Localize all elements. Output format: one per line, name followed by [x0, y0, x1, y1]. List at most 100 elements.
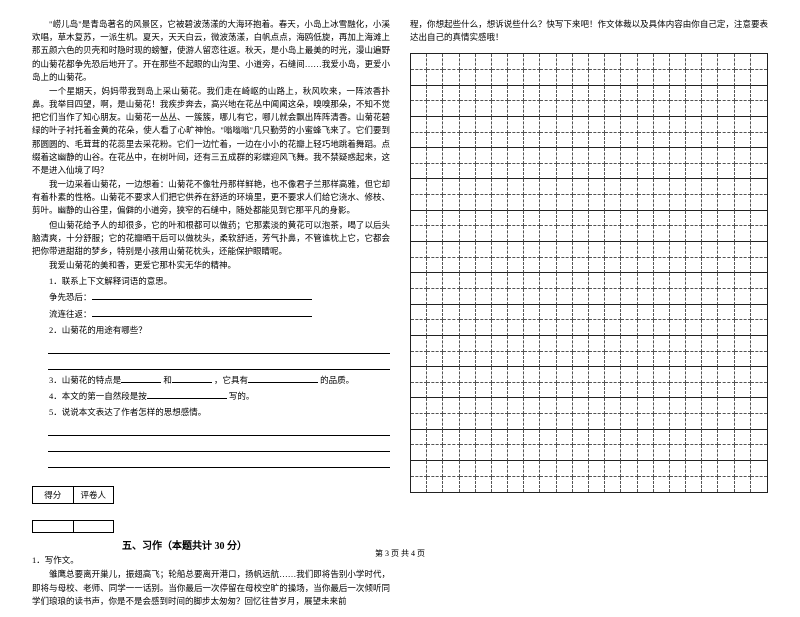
grid-cell[interactable] [508, 258, 524, 274]
grid-cell[interactable] [427, 242, 443, 258]
grid-cell[interactable] [702, 54, 718, 70]
grid-cell[interactable] [621, 242, 637, 258]
grid-cell[interactable] [476, 54, 492, 70]
grid-cell[interactable] [427, 352, 443, 368]
q2-line1[interactable] [48, 340, 390, 354]
grid-cell[interactable] [605, 117, 621, 133]
grid-cell[interactable] [524, 461, 540, 477]
grid-cell[interactable] [443, 414, 459, 430]
grid-cell[interactable] [492, 273, 508, 289]
grid-cell[interactable] [524, 101, 540, 117]
grid-cell[interactable] [540, 461, 556, 477]
grid-cell[interactable] [589, 211, 605, 227]
grid-cell[interactable] [670, 352, 686, 368]
grid-cell[interactable] [589, 305, 605, 321]
grid-cell[interactable] [411, 195, 427, 211]
grid-cell[interactable] [751, 461, 767, 477]
grid-cell[interactable] [735, 414, 751, 430]
grid-cell[interactable] [718, 461, 734, 477]
grid-cell[interactable] [524, 336, 540, 352]
grid-cell[interactable] [492, 398, 508, 414]
grid-cell[interactable] [686, 461, 702, 477]
grid-cell[interactable] [686, 367, 702, 383]
grid-cell[interactable] [735, 258, 751, 274]
grid-cell[interactable] [411, 211, 427, 227]
grid-cell[interactable] [460, 398, 476, 414]
grid-cell[interactable] [460, 226, 476, 242]
grid-cell[interactable] [718, 320, 734, 336]
grid-cell[interactable] [476, 414, 492, 430]
grid-cell[interactable] [718, 101, 734, 117]
grid-cell[interactable] [492, 54, 508, 70]
grid-cell[interactable] [589, 320, 605, 336]
grid-cell[interactable] [427, 414, 443, 430]
grid-cell[interactable] [411, 383, 427, 399]
grid-cell[interactable] [476, 133, 492, 149]
grid-cell[interactable] [621, 164, 637, 180]
grid-cell[interactable] [460, 320, 476, 336]
grid-cell[interactable] [589, 133, 605, 149]
grid-cell[interactable] [540, 305, 556, 321]
grid-cell[interactable] [540, 414, 556, 430]
grid-cell[interactable] [621, 367, 637, 383]
grid-cell[interactable] [654, 117, 670, 133]
grid-cell[interactable] [573, 414, 589, 430]
grid-cell[interactable] [702, 164, 718, 180]
grid-cell[interactable] [605, 195, 621, 211]
grid-cell[interactable] [686, 179, 702, 195]
grid-cell[interactable] [573, 164, 589, 180]
grid-cell[interactable] [670, 133, 686, 149]
grid-cell[interactable] [427, 445, 443, 461]
grid-cell[interactable] [508, 242, 524, 258]
grid-cell[interactable] [686, 398, 702, 414]
grid-cell[interactable] [540, 195, 556, 211]
grid-cell[interactable] [411, 101, 427, 117]
grid-cell[interactable] [524, 477, 540, 493]
grid-cell[interactable] [476, 226, 492, 242]
grid-cell[interactable] [427, 195, 443, 211]
grid-cell[interactable] [557, 320, 573, 336]
grid-cell[interactable] [476, 164, 492, 180]
grid-cell[interactable] [702, 430, 718, 446]
grid-cell[interactable] [557, 367, 573, 383]
grid-cell[interactable] [492, 305, 508, 321]
grid-cell[interactable] [621, 195, 637, 211]
grid-cell[interactable] [524, 273, 540, 289]
grid-cell[interactable] [654, 461, 670, 477]
grid-cell[interactable] [557, 289, 573, 305]
grid-cell[interactable] [735, 367, 751, 383]
grid-cell[interactable] [654, 352, 670, 368]
grid-cell[interactable] [605, 101, 621, 117]
grid-cell[interactable] [573, 320, 589, 336]
grid-cell[interactable] [654, 70, 670, 86]
grid-cell[interactable] [638, 383, 654, 399]
grid-cell[interactable] [621, 383, 637, 399]
grid-cell[interactable] [573, 179, 589, 195]
grid-cell[interactable] [654, 477, 670, 493]
grid-cell[interactable] [557, 133, 573, 149]
grid-cell[interactable] [508, 273, 524, 289]
grid-cell[interactable] [476, 305, 492, 321]
grid-cell[interactable] [621, 101, 637, 117]
grid-cell[interactable] [670, 289, 686, 305]
grid-cell[interactable] [476, 383, 492, 399]
grid-cell[interactable] [557, 383, 573, 399]
grid-cell[interactable] [605, 289, 621, 305]
grid-cell[interactable] [605, 461, 621, 477]
grid-cell[interactable] [735, 211, 751, 227]
grid-cell[interactable] [540, 242, 556, 258]
grid-cell[interactable] [557, 101, 573, 117]
grid-cell[interactable] [702, 414, 718, 430]
grid-cell[interactable] [638, 117, 654, 133]
grid-cell[interactable] [492, 445, 508, 461]
grid-cell[interactable] [411, 336, 427, 352]
grid-cell[interactable] [508, 148, 524, 164]
grid-cell[interactable] [751, 383, 767, 399]
grid-cell[interactable] [476, 273, 492, 289]
grid-cell[interactable] [702, 86, 718, 102]
grid-cell[interactable] [735, 195, 751, 211]
grid-cell[interactable] [638, 430, 654, 446]
grid-cell[interactable] [427, 70, 443, 86]
grid-cell[interactable] [460, 352, 476, 368]
grid-cell[interactable] [718, 258, 734, 274]
